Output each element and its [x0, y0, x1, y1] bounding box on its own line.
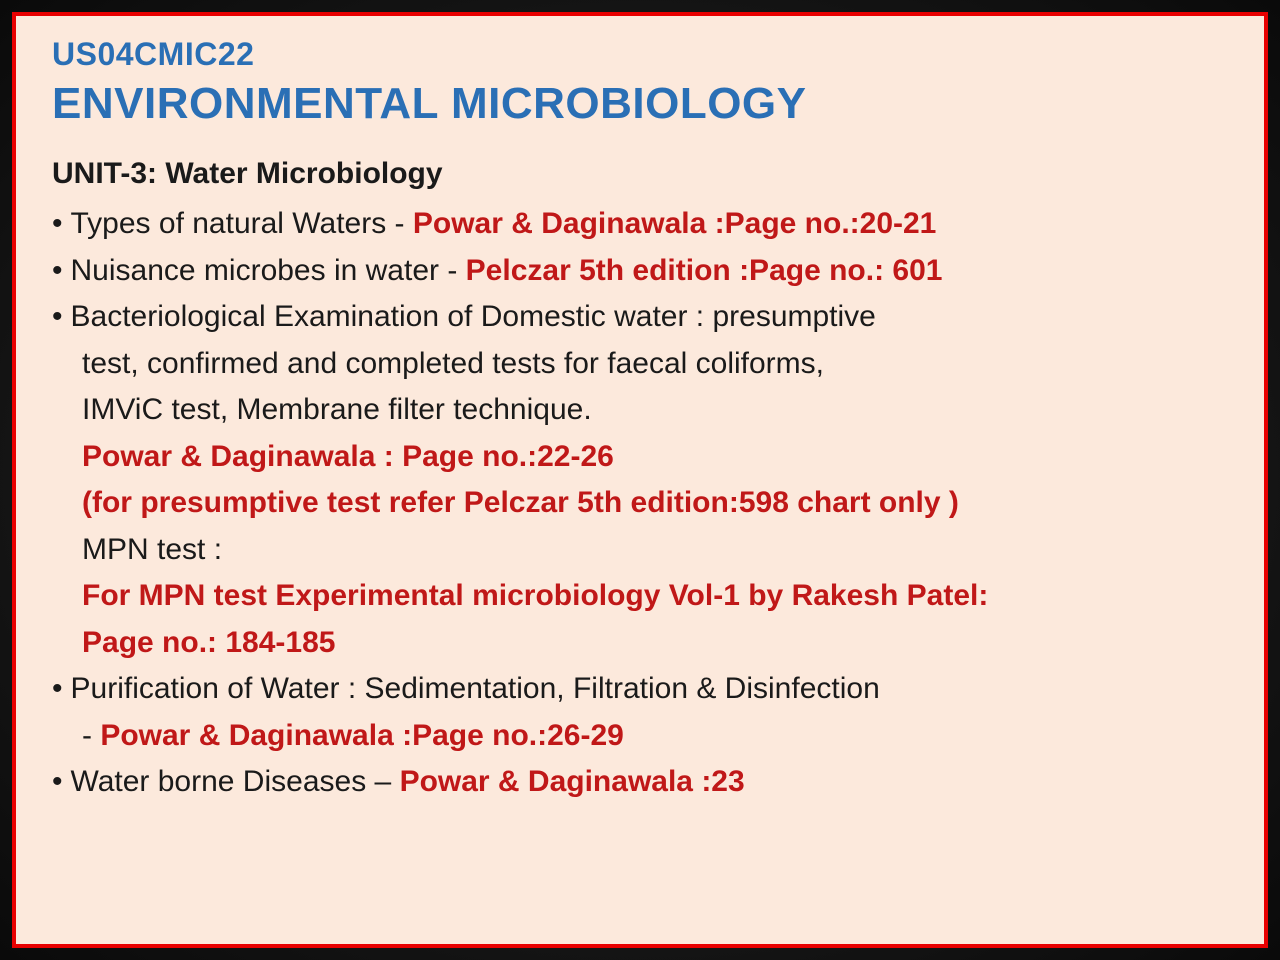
course-code: US04CMIC22: [52, 36, 1228, 73]
list-item: • Bacteriological Examination of Domesti…: [52, 294, 1228, 341]
slide-frame: US04CMIC22 ENVIRONMENTAL MICROBIOLOGY UN…: [0, 0, 1280, 960]
list-item: • Purification of Water : Sedimentation,…: [52, 666, 1228, 713]
item-text: Types of natural Waters -: [71, 207, 413, 240]
item-text: MPN test :: [52, 527, 1228, 574]
bullet-icon: •: [52, 666, 71, 713]
slide-content-box: US04CMIC22 ENVIRONMENTAL MICROBIOLOGY UN…: [12, 12, 1268, 948]
dash-text: -: [82, 719, 100, 752]
reference-text: Powar & Daginawala :Page no.:20-21: [413, 207, 937, 240]
item-text: Bacteriological Examination of Domestic …: [71, 300, 876, 333]
bullet-icon: •: [52, 294, 71, 341]
list-item: • Types of natural Waters - Powar & Dagi…: [52, 201, 1228, 248]
list-item: • Nuisance microbes in water - Pelczar 5…: [52, 248, 1228, 295]
bullet-icon: •: [52, 248, 71, 295]
syllabus-content: • Types of natural Waters - Powar & Dagi…: [52, 201, 1228, 806]
reference-text: (for presumptive test refer Pelczar 5th …: [52, 480, 1228, 527]
item-text: Water borne Diseases –: [71, 765, 400, 798]
reference-text: Powar & Daginawala :Page no.:26-29: [100, 719, 624, 752]
bullet-icon: •: [52, 759, 71, 806]
reference-text: Powar & Daginawala :23: [400, 765, 745, 798]
bullet-icon: •: [52, 201, 71, 248]
course-title: ENVIRONMENTAL MICROBIOLOGY: [52, 79, 1228, 129]
unit-heading: UNIT-3: Water Microbiology: [52, 157, 1228, 191]
reference-text: Powar & Daginawala : Page no.:22-26: [52, 434, 1228, 481]
item-text-cont: test, confirmed and completed tests for …: [52, 341, 1228, 388]
list-item: • Water borne Diseases – Powar & Daginaw…: [52, 759, 1228, 806]
item-text: Nuisance microbes in water -: [71, 254, 466, 287]
reference-text: For MPN test Experimental microbiology V…: [52, 573, 1228, 620]
item-text: Purification of Water : Sedimentation, F…: [71, 672, 880, 705]
reference-text: Page no.: 184-185: [52, 620, 1228, 667]
reference-text: Pelczar 5th edition :Page no.: 601: [466, 254, 943, 287]
item-text-cont: IMViC test, Membrane filter technique.: [52, 387, 1228, 434]
item-text-cont: - Powar & Daginawala :Page no.:26-29: [52, 713, 1228, 760]
